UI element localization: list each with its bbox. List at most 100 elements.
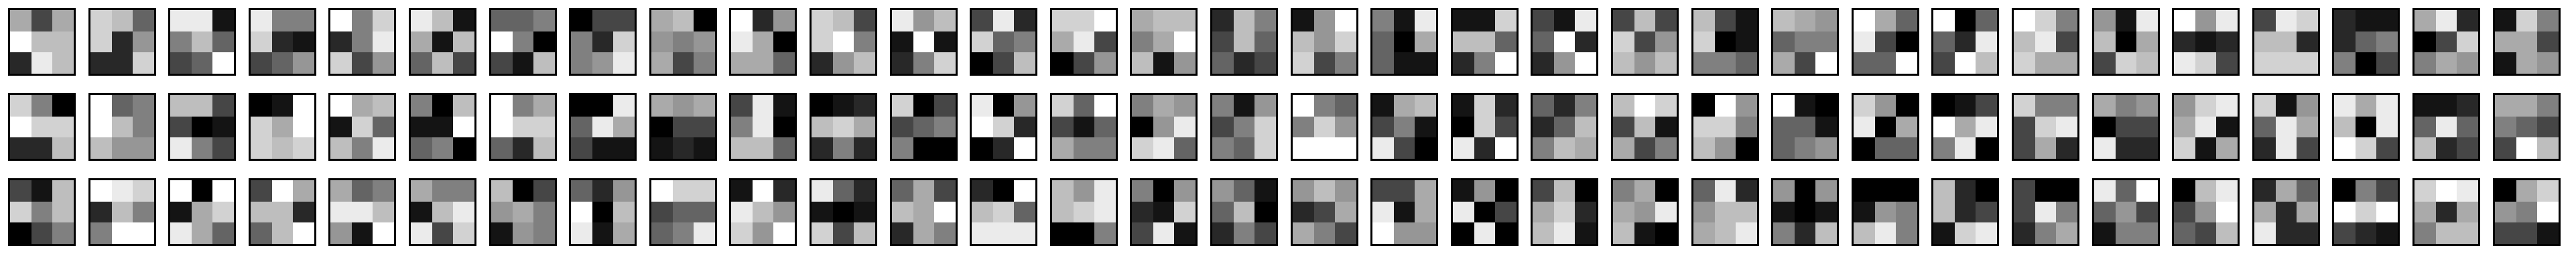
filter-weight-cell <box>1052 201 1074 223</box>
filter-weight-cell <box>1052 52 1074 74</box>
filter-weight-cell <box>2457 222 2478 244</box>
filter-weight-cell <box>1553 52 1575 74</box>
filter-weight-cell <box>651 137 673 159</box>
filter-weight-cell <box>1233 10 1255 31</box>
filter-weight-cell <box>293 180 314 202</box>
filter-weight-cell <box>1014 137 1035 159</box>
filter-weight-cell <box>672 95 694 117</box>
filter-weight-cell <box>913 137 935 159</box>
filter-weight-cell <box>972 201 993 223</box>
filter-weight-cell <box>212 10 234 31</box>
filter-weight-cell <box>1896 180 1917 202</box>
filter-weight-cell <box>571 201 592 223</box>
filter-weight-cell <box>2334 52 2356 74</box>
filter-weight-cell <box>1153 95 1175 117</box>
filter-weight-cell <box>613 31 635 53</box>
filter-weight-cell <box>52 201 74 223</box>
filter-weight-cell <box>351 95 373 117</box>
filter-weight-cell <box>453 201 474 223</box>
filter-weight-cell <box>1874 10 1896 31</box>
filter-weight-cell <box>592 201 614 223</box>
filter-weight-cell <box>2516 31 2538 53</box>
filter-weight-cell <box>212 180 234 202</box>
filter-weight-cell <box>432 201 454 223</box>
filter-weight-cell <box>2035 137 2057 159</box>
filter-tile <box>970 178 1037 246</box>
filter-weight-cell <box>52 137 74 159</box>
filter-weight-cell <box>411 222 432 244</box>
filter-weight-cell <box>2537 201 2559 223</box>
filter-weight-cell <box>2297 180 2318 202</box>
filter-weight-cell <box>2056 116 2077 138</box>
filter-tile <box>2412 93 2480 161</box>
filter-weight-cell <box>1736 180 1757 202</box>
filter-tile <box>1771 93 1839 161</box>
filter-weight-cell <box>1052 180 1074 202</box>
filter-weight-cell <box>1655 137 1677 159</box>
filter-weight-cell <box>2414 180 2436 202</box>
filter-weight-cell <box>1896 10 1917 31</box>
filter-weight-cell <box>2537 180 2559 202</box>
filter-weight-cell <box>1533 95 1554 117</box>
filter-weight-cell <box>133 10 154 31</box>
filter-weight-cell <box>854 52 875 74</box>
filter-weight-cell <box>1453 116 1474 138</box>
filter-weight-cell <box>1073 52 1095 74</box>
filter-weight-cell <box>293 31 314 53</box>
filter-weight-cell <box>271 95 294 117</box>
filter-weight-cell <box>1575 31 1596 53</box>
filter-weight-cell <box>2174 222 2195 244</box>
filter-weight-cell <box>1693 10 1715 31</box>
filter-weight-cell <box>453 180 474 202</box>
filter-weight-cell <box>892 180 913 202</box>
filter-weight-cell <box>812 52 833 74</box>
filter-tile <box>1852 93 1919 161</box>
filter-weight-cell <box>90 95 112 117</box>
filter-weight-cell <box>2115 222 2137 244</box>
filter-weight-cell <box>913 222 935 244</box>
filter-weight-cell <box>2014 180 2035 202</box>
filter-weight-cell <box>1073 116 1095 138</box>
filter-weight-cell <box>752 201 774 223</box>
filter-weight-cell <box>453 222 474 244</box>
filter-weight-cell <box>251 222 272 244</box>
filter-tile <box>489 178 557 246</box>
filter-weight-cell <box>1415 10 1436 31</box>
filter-tile <box>168 8 236 76</box>
filter-weight-cell <box>1634 52 1656 74</box>
filter-weight-cell <box>1714 95 1736 117</box>
filter-weight-cell <box>1132 116 1153 138</box>
filter-weight-cell <box>2035 95 2057 117</box>
filter-weight-cell <box>2254 10 2276 31</box>
filter-weight-cell <box>2275 180 2297 202</box>
filter-weight-cell <box>330 222 352 244</box>
filter-weight-cell <box>731 31 753 53</box>
filter-tile <box>1771 8 1839 76</box>
filter-tile <box>649 93 717 161</box>
filter-weight-cell <box>854 137 875 159</box>
filter-weight-cell <box>934 52 956 74</box>
filter-weight-cell <box>672 201 694 223</box>
filter-weight-cell <box>1233 222 1255 244</box>
filter-weight-cell <box>1293 95 1314 117</box>
filter-weight-cell <box>2115 137 2137 159</box>
filter-weight-cell <box>1854 180 1875 202</box>
filter-weight-cell <box>592 180 614 202</box>
filter-weight-cell <box>812 10 833 31</box>
filter-weight-cell <box>1613 180 1634 202</box>
filter-tile <box>409 178 476 246</box>
filter-weight-cell <box>1794 201 1816 223</box>
filter-weight-cell <box>1233 180 1255 202</box>
filter-weight-cell <box>2195 137 2217 159</box>
filter-weight-cell <box>2376 95 2398 117</box>
filter-weight-cell <box>111 95 133 117</box>
filter-weight-cell <box>1976 116 1997 138</box>
filter-weight-cell <box>651 52 673 74</box>
filter-weight-cell <box>992 116 1015 138</box>
filter-weight-cell <box>1854 137 1875 159</box>
filter-weight-cell <box>1254 95 1276 117</box>
filter-weight-cell <box>2136 52 2158 74</box>
filter-weight-cell <box>1613 116 1634 138</box>
filter-tile <box>2412 8 2480 76</box>
filter-weight-cell <box>2516 10 2538 31</box>
